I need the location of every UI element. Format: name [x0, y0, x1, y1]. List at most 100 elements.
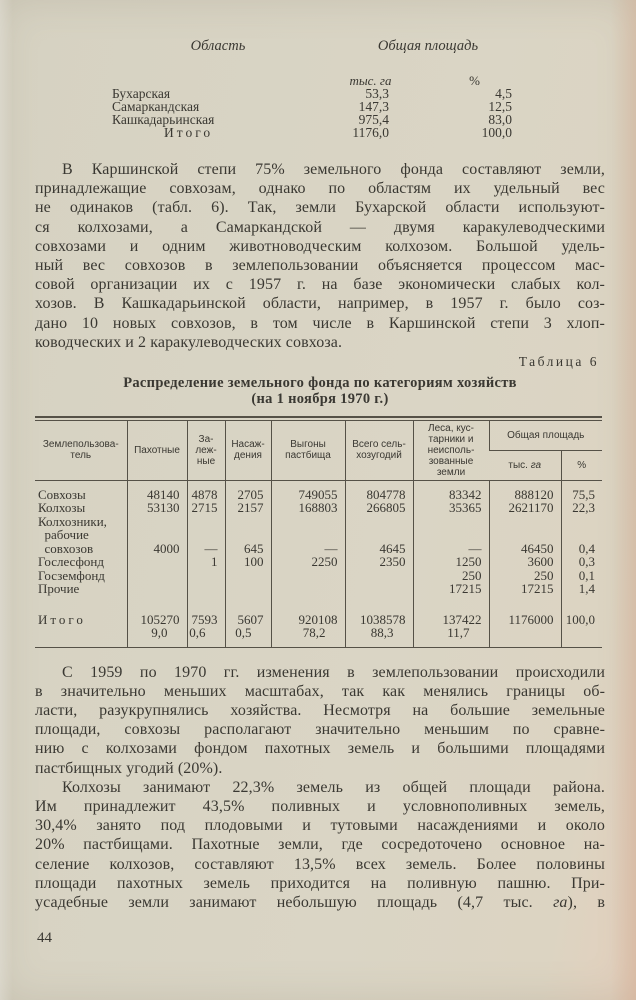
cell: 46450 — [488, 514, 561, 556]
table-row: Бухарская 53,3 4,5 — [112, 86, 532, 101]
cell: — — [270, 514, 345, 556]
total-area-header-cell: Общая площадь — [324, 39, 532, 70]
col-header-percent: % — [560, 450, 602, 481]
total-label: Итого — [164, 125, 214, 140]
cell: 4645 — [344, 514, 413, 556]
cell: 804778 — [344, 480, 413, 502]
table-6-label: Таблица 6 — [518, 354, 599, 370]
col-header-thousand-ha: тыс. га — [489, 450, 561, 481]
land-fund-table-header: Землепользова- тель Пахотные За- леж- ны… — [35, 420, 602, 481]
cell: 7593 0,6 — [186, 597, 225, 648]
text-line: площади пахотных земель приходится на по… — [35, 874, 605, 892]
cell: 2621170 — [488, 501, 561, 515]
cell: 53130 — [126, 501, 187, 515]
row-label: Госземфонд — [38, 567, 105, 583]
cell — [186, 582, 225, 598]
cell: 4878 — [186, 480, 225, 502]
cell: 35365 — [412, 501, 489, 515]
page-number: 44 — [37, 930, 52, 946]
cell: 0,1 — [560, 569, 602, 583]
text-line: Колхозы занимают 22,3% земель из общей п… — [62, 778, 605, 796]
cell: 48140 — [126, 480, 187, 502]
text-line: пастбищных угодий (20%). — [35, 759, 223, 777]
cell: 250 — [488, 569, 561, 583]
oblast-name: Самаркандская — [112, 99, 200, 114]
col-header-arable: Пахотные — [126, 420, 187, 481]
table-row: Госземфонд 250 250 0,1 — [35, 569, 602, 583]
cell: 2705 — [224, 480, 271, 502]
text-line: принадлежащие совхозам, однако по област… — [35, 180, 605, 198]
oblast-area-table: Область Общая площадь тыс. га % Бухарска… — [112, 38, 532, 140]
cell — [126, 582, 187, 598]
cell: 105270 9,0 — [126, 597, 187, 648]
table-total-row: Итого 105270 9,0 7593 0,6 5607 0,5 920108 78… — [35, 597, 602, 648]
cell: 100 — [224, 555, 271, 569]
table-row: Колхозники, рабочие совхозов 4000 — 645 … — [35, 513, 602, 556]
table-row: Самаркандская 147,3 12,5 — [112, 99, 532, 114]
cell: 22,3 — [560, 501, 602, 515]
cell: 3600 — [488, 555, 561, 569]
land-fund-table: Землепользова- тель Пахотные За- леж- ны… — [35, 416, 602, 648]
text-line: дано 10 новых совхозов, в том числе в Ка… — [35, 314, 605, 332]
cell — [344, 568, 413, 583]
cell — [224, 568, 271, 583]
paragraph-1: В Каршинской степи 75% земельного фонда … — [35, 160, 605, 352]
text-line: 20% пастбищами. Пахотные земли, где соср… — [35, 836, 605, 854]
text-line: С 1959 по 1970 гг. изменения в землеполь… — [62, 663, 605, 681]
thousand-ha-subheader: тыс. га — [349, 73, 392, 88]
text-line: совхозами и одним животноводческим колхо… — [35, 237, 605, 255]
cell — [270, 568, 345, 583]
page-content: Область Общая площадь тыс. га % Бухарска… — [35, 0, 605, 912]
cell-percent: 100,0 — [481, 125, 512, 140]
text-line: ководческих и 2 каракулеводческих совхоз… — [35, 333, 343, 351]
cell: 4000 — [126, 514, 187, 556]
cell: 266805 — [344, 501, 413, 515]
cell: 1 — [186, 555, 225, 569]
oblast-name: Бухарская — [112, 86, 171, 101]
cell: 2157 — [224, 501, 271, 515]
row-label: Совхозы — [38, 486, 86, 502]
table-total-row: Итого 1176,0 100,0 — [112, 125, 532, 140]
row-label: Гослесфонд — [38, 554, 104, 570]
total-label: Итого — [38, 611, 86, 627]
cell-percent: 12,5 — [488, 99, 512, 114]
cell: 5607 0,5 — [224, 597, 271, 648]
cell: 1,4 — [560, 582, 602, 598]
col-header-fallow: За- леж- ные — [186, 420, 225, 481]
text-line: в значительно меньших масштабах, так как… — [35, 682, 605, 700]
cell: 920108 78,2 — [270, 597, 345, 648]
cell — [126, 555, 187, 569]
cell: 250 — [412, 569, 489, 583]
text-line: ся колхозами, а Самаркандской — двумя ка… — [35, 218, 605, 236]
cell: 1176000 — [488, 597, 561, 648]
cell: — — [186, 514, 225, 556]
hectare-abbrev: га — [553, 893, 568, 911]
text-line: хозов. В Кашкадарьинской области, наприм… — [35, 295, 605, 313]
text-line: селение колхозов, составляют 13,5% всех … — [35, 855, 605, 873]
cell: 17215 — [412, 582, 489, 598]
text-line: В Каршинской степи 75% земельного фонда … — [62, 161, 605, 178]
cell-thousand-ha: 1176,0 — [352, 125, 389, 140]
cell: 75,5 — [560, 480, 602, 502]
cell: 1038578 88,3 — [344, 597, 413, 648]
table-row: Совхозы 48140 4878 2705 749055 804778 83… — [35, 480, 602, 502]
table-row: Кашкадарьинская 975,4 83,0 — [112, 112, 532, 127]
cell: 2350 — [344, 555, 413, 569]
cell — [186, 568, 225, 583]
cell: 168803 — [270, 501, 345, 515]
cell: — — [412, 514, 489, 556]
cell: 0,4 — [560, 514, 602, 556]
cell-thousand-ha: 147,3 — [358, 99, 389, 114]
cell-percent: 83,0 — [488, 112, 512, 127]
oblast-header-label: Область — [190, 38, 246, 54]
cell: 1250 — [412, 555, 489, 569]
table-row: Колхозы 53130 2715 2157 168803 266805 35… — [35, 501, 602, 515]
text-line: 30,4% занято под плодовыми и тутовыми на… — [35, 817, 605, 835]
cell — [270, 582, 345, 598]
text-line: нию с колхозами фондом пахотных земель и… — [35, 740, 605, 758]
row-label: Колхозники, рабочие совхозов — [38, 513, 107, 556]
paragraph-2: С 1959 по 1970 гг. изменения в землеполь… — [35, 663, 605, 778]
table-row: Прочие 17215 17215 1,4 — [35, 582, 602, 598]
text-line: совой организации их с 1957 г. на базе э… — [35, 276, 605, 294]
